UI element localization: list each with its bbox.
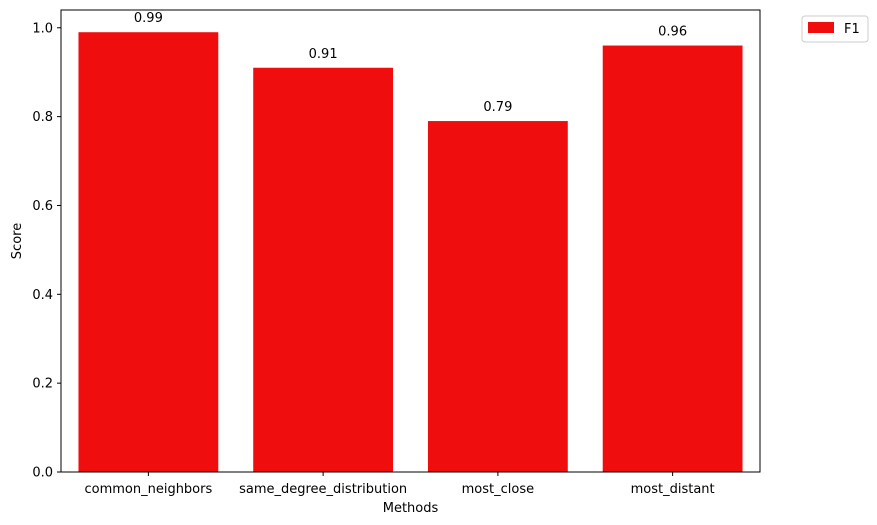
y-tick-label: 0.2 — [32, 377, 53, 392]
y-tick-label: 0.4 — [32, 288, 53, 303]
data-label-common_neighbors: 0.99 — [134, 11, 163, 26]
x-axis: common_neighbors same_degree_distribution… — [84, 472, 715, 497]
x-axis-title: Methods — [383, 501, 439, 516]
bars-group — [78, 32, 743, 473]
plot-frame — [60, 9, 761, 473]
data-label-same_degree_distribution: 0.91 — [309, 47, 338, 62]
data-label-most_distant: 0.96 — [658, 25, 687, 40]
bar-same_degree_distribution — [253, 67, 394, 472]
bar-common_neighbors — [78, 32, 219, 472]
data-labels-group: 0.99 0.91 0.79 0.96 — [134, 11, 687, 115]
data-label-most_close: 0.79 — [483, 100, 512, 115]
y-tick-label: 0.6 — [32, 199, 53, 214]
y-axis-title: Score — [10, 223, 25, 259]
legend: F1 — [801, 15, 869, 43]
y-tick-label: 0.0 — [32, 466, 53, 481]
y-axis: 0.0 0.2 0.4 0.6 0.8 1.0 — [32, 21, 61, 481]
x-tick-label: most_close — [462, 482, 534, 497]
legend-swatch — [808, 22, 834, 33]
y-tick-label: 0.8 — [32, 110, 53, 125]
legend-label: F1 — [844, 22, 860, 37]
y-tick-label: 1.0 — [32, 21, 53, 36]
x-tick-label: same_degree_distribution — [239, 482, 407, 497]
x-tick-label: common_neighbors — [84, 482, 212, 497]
x-tick-label: most_distant — [631, 482, 715, 497]
bar-most_close — [427, 121, 568, 473]
bar-most_distant — [602, 45, 743, 473]
